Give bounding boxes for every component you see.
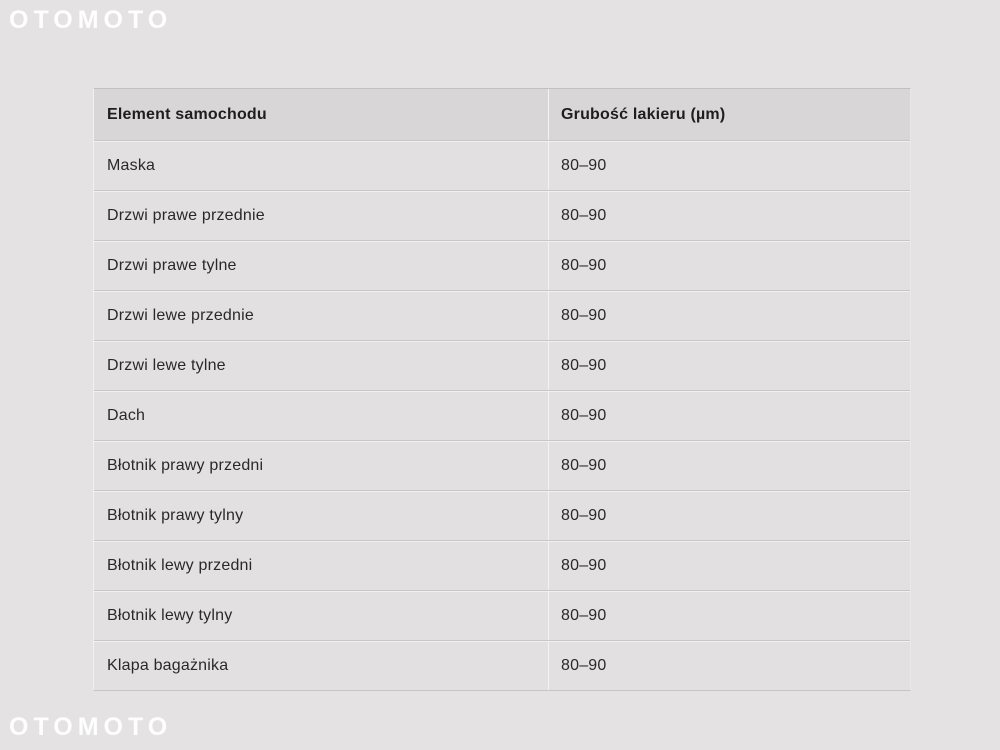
element-cell: Błotnik prawy tylny	[107, 506, 244, 524]
value-cell: 80–90	[548, 341, 910, 390]
value-cell: 80–90	[548, 541, 910, 590]
element-cell: Błotnik lewy przedni	[107, 556, 253, 574]
element-cell: Błotnik prawy przedni	[107, 456, 264, 474]
element-cell: Dach	[107, 406, 146, 424]
element-cell: Drzwi lewe tylne	[107, 356, 226, 374]
value-cell: 80–90	[548, 391, 910, 440]
table-row: Klapa bagażnika 80–90	[94, 640, 910, 690]
element-cell: Drzwi prawe przednie	[107, 206, 265, 224]
element-cell: Drzwi prawe tylne	[107, 256, 237, 274]
value-cell: 80–90	[548, 591, 910, 640]
table-row: Błotnik lewy tylny 80–90	[94, 590, 910, 640]
value-cell: 80–90	[548, 641, 910, 690]
element-cell: Klapa bagażnika	[107, 656, 229, 674]
value-cell: 80–90	[548, 241, 910, 290]
value-cell: 80–90	[548, 441, 910, 490]
value-cell: 80–90	[548, 291, 910, 340]
value-cell: 80–90	[548, 191, 910, 240]
table-row: Błotnik prawy tylny 80–90	[94, 490, 910, 540]
paint-thickness-table: Element samochodu Grubość lakieru (µm) M…	[93, 88, 911, 691]
otomoto-watermark-top: OTOMOTO	[9, 6, 173, 34]
table-row: Drzwi prawe tylne 80–90	[94, 240, 910, 290]
table-row: Dach 80–90	[94, 390, 910, 440]
table-row: Drzwi lewe tylne 80–90	[94, 340, 910, 390]
element-cell: Maska	[107, 156, 156, 174]
element-cell: Drzwi lewe przednie	[107, 306, 254, 324]
table-row: Drzwi prawe przednie 80–90	[94, 190, 910, 240]
table-row: Maska 80–90	[94, 140, 910, 190]
table-row: Błotnik lewy przedni 80–90	[94, 540, 910, 590]
table-row: Błotnik prawy przedni 80–90	[94, 440, 910, 490]
column-header-element: Element samochodu	[107, 105, 267, 123]
table-header-row: Element samochodu Grubość lakieru (µm)	[94, 89, 910, 140]
otomoto-watermark-bottom: OTOMOTO	[9, 713, 173, 741]
value-cell: 80–90	[548, 491, 910, 540]
column-header-thickness: Grubość lakieru (µm)	[548, 89, 910, 140]
value-cell: 80–90	[548, 141, 910, 190]
element-cell: Błotnik lewy tylny	[107, 606, 233, 624]
table-row: Drzwi lewe przednie 80–90	[94, 290, 910, 340]
